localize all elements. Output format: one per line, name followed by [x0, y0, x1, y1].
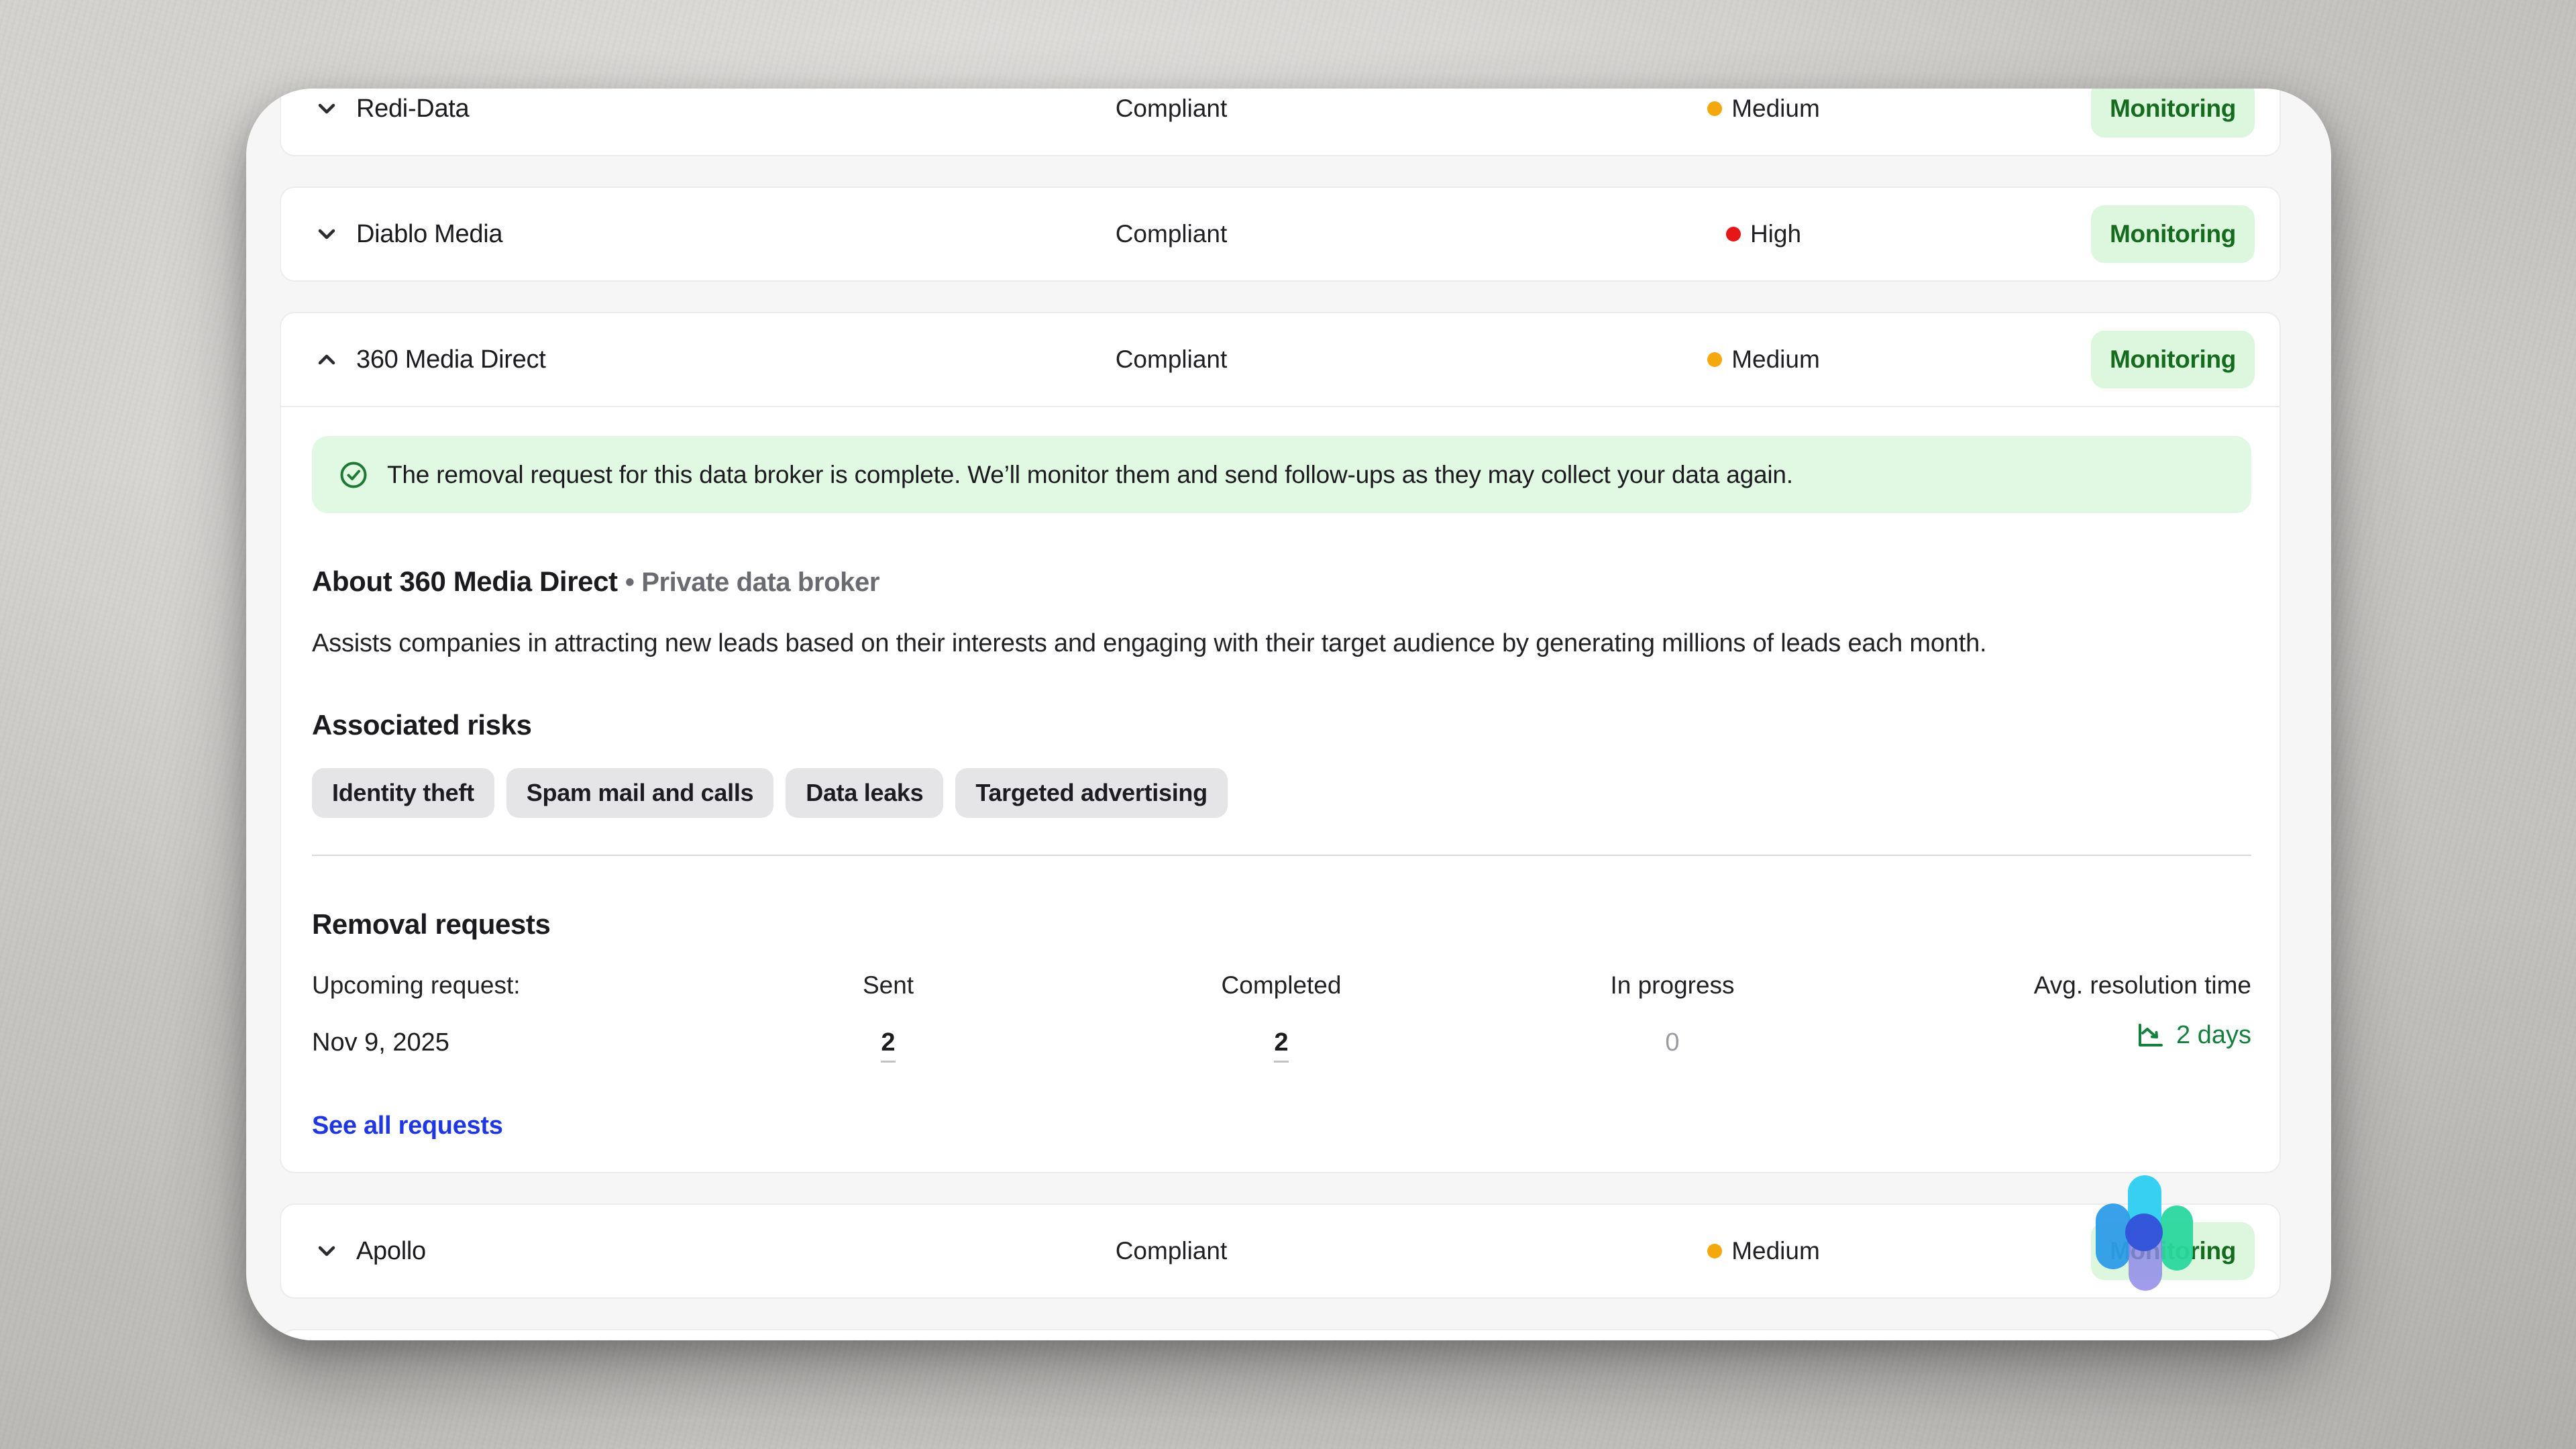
stats-label-row: Upcoming request: Sent Completed In prog… [312, 970, 2251, 1001]
status-badge: Monitoring [2091, 205, 2255, 263]
risk-level: Medium [1731, 345, 1820, 373]
section-divider [312, 855, 2251, 856]
data-broker-list: Redi-Data Compliant Medium Monitoring Di [280, 89, 2281, 1340]
broker-description: Assists companies in attracting new lead… [312, 629, 1987, 657]
avg-resolution-label: Avg. resolution time [2033, 971, 2251, 999]
risk-level: Medium [1731, 95, 1820, 122]
loader-pill-blue [2096, 1203, 2131, 1269]
risk-dot [1707, 352, 1723, 367]
broker-row-redi-data[interactable]: Redi-Data Compliant Medium Monitoring [280, 89, 2281, 156]
sent-label: Sent [862, 971, 914, 999]
broker-card-360-media-direct-expanded: 360 Media Direct Compliant Medium Monito… [280, 312, 2281, 1173]
alert-text: The removal request for this data broker… [387, 460, 1793, 488]
avg-resolution-text: 2 days [2176, 1021, 2251, 1049]
stats-value-row: Nov 9, 2025 2 2 0 [312, 1018, 2251, 1063]
broker-name: Diablo Media [356, 219, 503, 248]
compliance-status: Compliant [1115, 95, 1228, 122]
chevron-up-icon [312, 345, 341, 374]
risk-dot [1707, 1244, 1723, 1258]
risk-tag-list: Identity theft Spam mail and calls Data … [312, 768, 2251, 818]
completed-count[interactable]: 2 [1274, 1028, 1289, 1063]
status-badge: Monitoring [2091, 331, 2255, 388]
risk-tag: Spam mail and calls [506, 768, 774, 818]
loader-pill-teal [2161, 1205, 2193, 1271]
broker-type-label: • Private data broker [625, 568, 880, 597]
compliance-status: Compliant [1115, 220, 1228, 248]
chevron-down-icon [312, 1236, 341, 1266]
see-all-requests-link[interactable]: See all requests [312, 1112, 503, 1140]
removal-requests-heading: Removal requests [312, 908, 551, 940]
broker-row-apollo[interactable]: Apollo Compliant Medium Monitoring [280, 1203, 2281, 1299]
removal-complete-alert: The removal request for this data broker… [312, 436, 2251, 513]
trend-down-chart-icon [2135, 1020, 2165, 1051]
app-window: Redi-Data Compliant Medium Monitoring Di [246, 89, 2331, 1340]
status-badge: Monitoring [2091, 89, 2255, 138]
risk-level: High [1750, 220, 1802, 248]
about-title: About 360 Media Direct [312, 566, 618, 597]
broker-details-panel: The removal request for this data broker… [281, 436, 2279, 1172]
sent-count[interactable]: 2 [881, 1028, 896, 1063]
broker-row-diablo-media[interactable]: Diablo Media Compliant High Monitoring [280, 186, 2281, 282]
completed-label: Completed [1221, 971, 1342, 999]
broker-name: Apollo [356, 1236, 426, 1265]
loader-center-dot [2125, 1214, 2163, 1251]
broker-row-partial[interactable] [280, 1329, 2281, 1340]
broker-name: 360 Media Direct [356, 345, 546, 374]
associated-risks-heading: Associated risks [312, 709, 532, 741]
risk-dot [1725, 227, 1741, 241]
risk-tag: Targeted advertising [955, 768, 1228, 818]
about-heading: About 360 Media Direct • Private data br… [312, 564, 2251, 600]
upcoming-request-label: Upcoming request: [312, 971, 521, 999]
chevron-down-icon [312, 94, 341, 123]
risk-tag: Data leaks [786, 768, 944, 818]
in-progress-label: In progress [1610, 971, 1735, 999]
check-circle-icon [339, 460, 368, 490]
broker-row-360-media-direct[interactable]: 360 Media Direct Compliant Medium Monito… [281, 313, 2279, 407]
risk-dot [1707, 101, 1723, 116]
chevron-down-icon [312, 219, 341, 249]
risk-tag: Identity theft [312, 768, 494, 818]
compliance-status: Compliant [1115, 345, 1228, 373]
in-progress-count: 0 [1665, 1028, 1680, 1057]
risk-level: Medium [1731, 1237, 1820, 1265]
compliance-status: Compliant [1115, 1237, 1228, 1265]
broker-name: Redi-Data [356, 94, 470, 123]
upcoming-request-date: Nov 9, 2025 [312, 1028, 449, 1057]
avg-resolution-value: 2 days [2135, 1018, 2251, 1052]
